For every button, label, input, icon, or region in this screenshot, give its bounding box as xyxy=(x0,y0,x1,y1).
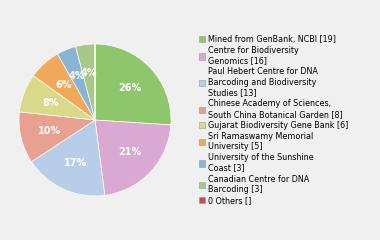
Wedge shape xyxy=(33,54,95,120)
Wedge shape xyxy=(95,44,171,125)
Wedge shape xyxy=(32,120,105,196)
Text: 21%: 21% xyxy=(118,147,141,157)
Wedge shape xyxy=(19,76,95,120)
Text: 8%: 8% xyxy=(43,98,59,108)
Wedge shape xyxy=(57,47,95,120)
Legend: Mined from GenBank, NCBI [19], Centre for Biodiversity
Genomics [16], Paul Heber: Mined from GenBank, NCBI [19], Centre fo… xyxy=(198,34,350,206)
Wedge shape xyxy=(76,44,95,120)
Text: 6%: 6% xyxy=(55,80,72,90)
Text: 26%: 26% xyxy=(118,83,141,93)
Wedge shape xyxy=(19,112,95,162)
Text: 4%: 4% xyxy=(69,71,86,81)
Text: 10%: 10% xyxy=(38,126,61,136)
Wedge shape xyxy=(95,120,171,195)
Text: 4%: 4% xyxy=(81,68,97,78)
Text: 17%: 17% xyxy=(64,158,87,168)
